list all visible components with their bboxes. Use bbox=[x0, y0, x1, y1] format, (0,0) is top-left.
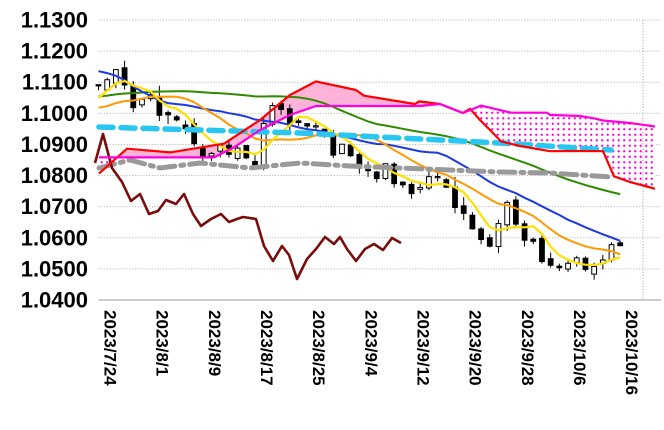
svg-text:2023/8/9: 2023/8/9 bbox=[205, 310, 224, 376]
svg-text:2023/10/6: 2023/10/6 bbox=[570, 310, 589, 386]
svg-text:2023/9/12: 2023/9/12 bbox=[414, 310, 433, 386]
svg-text:1.1100: 1.1100 bbox=[22, 70, 88, 95]
svg-text:2023/7/24: 2023/7/24 bbox=[101, 310, 120, 386]
svg-text:2023/8/1: 2023/8/1 bbox=[153, 310, 172, 376]
svg-text:1.0700: 1.0700 bbox=[21, 194, 88, 219]
svg-text:1.1000: 1.1000 bbox=[21, 101, 88, 126]
svg-text:1.1300: 1.1300 bbox=[21, 8, 88, 33]
svg-text:1.0900: 1.0900 bbox=[21, 132, 88, 157]
svg-text:1.0600: 1.0600 bbox=[21, 225, 88, 250]
svg-text:2023/9/28: 2023/9/28 bbox=[518, 310, 537, 386]
svg-text:1.0500: 1.0500 bbox=[21, 256, 88, 281]
svg-text:2023/10/16: 2023/10/16 bbox=[622, 310, 641, 395]
svg-text:1.1200: 1.1200 bbox=[21, 39, 88, 64]
svg-text:2023/9/4: 2023/9/4 bbox=[361, 310, 380, 377]
svg-text:1.0800: 1.0800 bbox=[21, 163, 88, 188]
svg-text:2023/9/20: 2023/9/20 bbox=[466, 310, 485, 386]
svg-text:2023/8/25: 2023/8/25 bbox=[309, 310, 328, 386]
svg-text:2023/8/17: 2023/8/17 bbox=[257, 310, 276, 386]
svg-text:1.0400: 1.0400 bbox=[21, 288, 88, 313]
